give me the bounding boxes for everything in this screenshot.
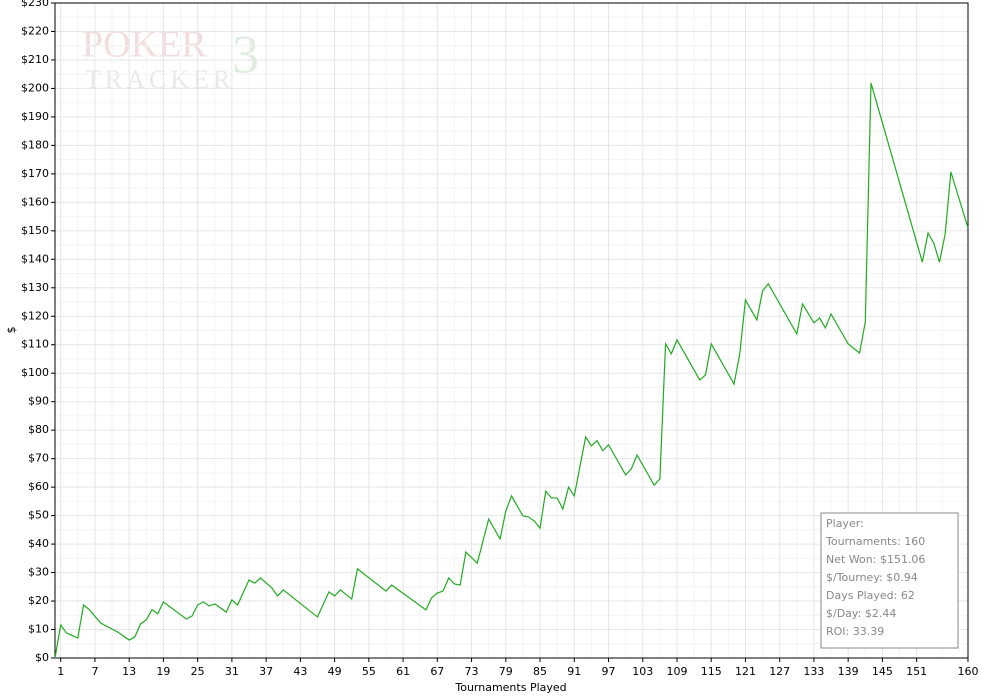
x-tick-label: 91 <box>567 665 581 678</box>
y-tick-label: $90 <box>28 395 49 408</box>
x-tick-label: 37 <box>259 665 273 678</box>
y-tick-label: $190 <box>21 110 49 123</box>
y-tick-label: $110 <box>21 338 49 351</box>
stats-line: Player: <box>826 517 864 530</box>
stats-line: $/Day: $2.44 <box>826 607 896 620</box>
y-tick-label: $40 <box>28 537 49 550</box>
logo: POKER 3 TRACKER <box>82 24 259 94</box>
x-tick-label: 43 <box>293 665 307 678</box>
x-tick-label: 97 <box>602 665 616 678</box>
stats-line: $/Tourney: $0.94 <box>826 571 918 584</box>
x-tick-label: 7 <box>91 665 98 678</box>
x-tick-label: 103 <box>632 665 653 678</box>
x-tick-label: 67 <box>430 665 444 678</box>
stats-box: Player: Tournaments: 160 Net Won: $151.06 $… <box>820 512 959 649</box>
x-tick-label: 55 <box>362 665 376 678</box>
x-tick-label: 13 <box>122 665 136 678</box>
x-tick-label: 121 <box>735 665 756 678</box>
stats-line: Days Played: 62 <box>826 589 915 602</box>
y-tick-label: $70 <box>28 452 49 465</box>
stats-line: Tournaments: 160 <box>825 535 925 548</box>
logo-mark: 3 <box>232 24 259 84</box>
x-tick-label: 1 <box>57 665 64 678</box>
y-tick-label: $160 <box>21 195 49 208</box>
logo-text: POKER <box>82 24 207 66</box>
y-tick-label: $220 <box>21 24 49 37</box>
x-tick-label: 145 <box>872 665 893 678</box>
y-tick-label: $150 <box>21 224 49 237</box>
logo-text: TRACKER <box>85 65 234 94</box>
x-tick-label: 61 <box>396 665 410 678</box>
x-axis-title: Tournaments Played <box>454 681 566 694</box>
y-tick-label: $130 <box>21 281 49 294</box>
x-tick-label: 160 <box>958 665 979 678</box>
stats-line: ROI: 33.39 <box>826 625 884 638</box>
y-tick-label: $180 <box>21 138 49 151</box>
y-tick-label: $10 <box>28 623 49 636</box>
x-tick-label: 79 <box>499 665 513 678</box>
y-tick-label: $200 <box>21 81 49 94</box>
stats-line: Net Won: $151.06 <box>826 553 925 566</box>
y-axis-title: $ <box>5 327 18 334</box>
x-tick-label: 49 <box>328 665 342 678</box>
y-tick-label: $120 <box>21 309 49 322</box>
y-tick-label: $60 <box>28 480 49 493</box>
y-tick-label: $230 <box>21 0 49 9</box>
stats-frame <box>820 512 959 649</box>
x-tick-label: 25 <box>191 665 205 678</box>
y-tick-label: $80 <box>28 423 49 436</box>
y-tick-label: $50 <box>28 509 49 522</box>
x-tick-label: 85 <box>533 665 547 678</box>
y-tick-label: $20 <box>28 594 49 607</box>
line <box>54 82 969 659</box>
x-tick-label: 73 <box>465 665 479 678</box>
x-tick-label: 115 <box>701 665 722 678</box>
x-tick-label: 139 <box>838 665 859 678</box>
x-tick-label: 151 <box>906 665 927 678</box>
y-tick-label: $0 <box>35 651 49 664</box>
y-tick-label: $100 <box>21 366 49 379</box>
x-tick-label: 133 <box>803 665 824 678</box>
plot-frame <box>54 2 969 659</box>
y-tick-label: $30 <box>28 566 49 579</box>
y-tick-label: $210 <box>21 53 49 66</box>
x-tick-label: 127 <box>769 665 790 678</box>
x-tick-label: 109 <box>666 665 687 678</box>
y-tick-label: $170 <box>21 167 49 180</box>
x-tick-label: 31 <box>225 665 239 678</box>
x-tick-label: 19 <box>156 665 170 678</box>
y-tick-label: $140 <box>21 252 49 265</box>
